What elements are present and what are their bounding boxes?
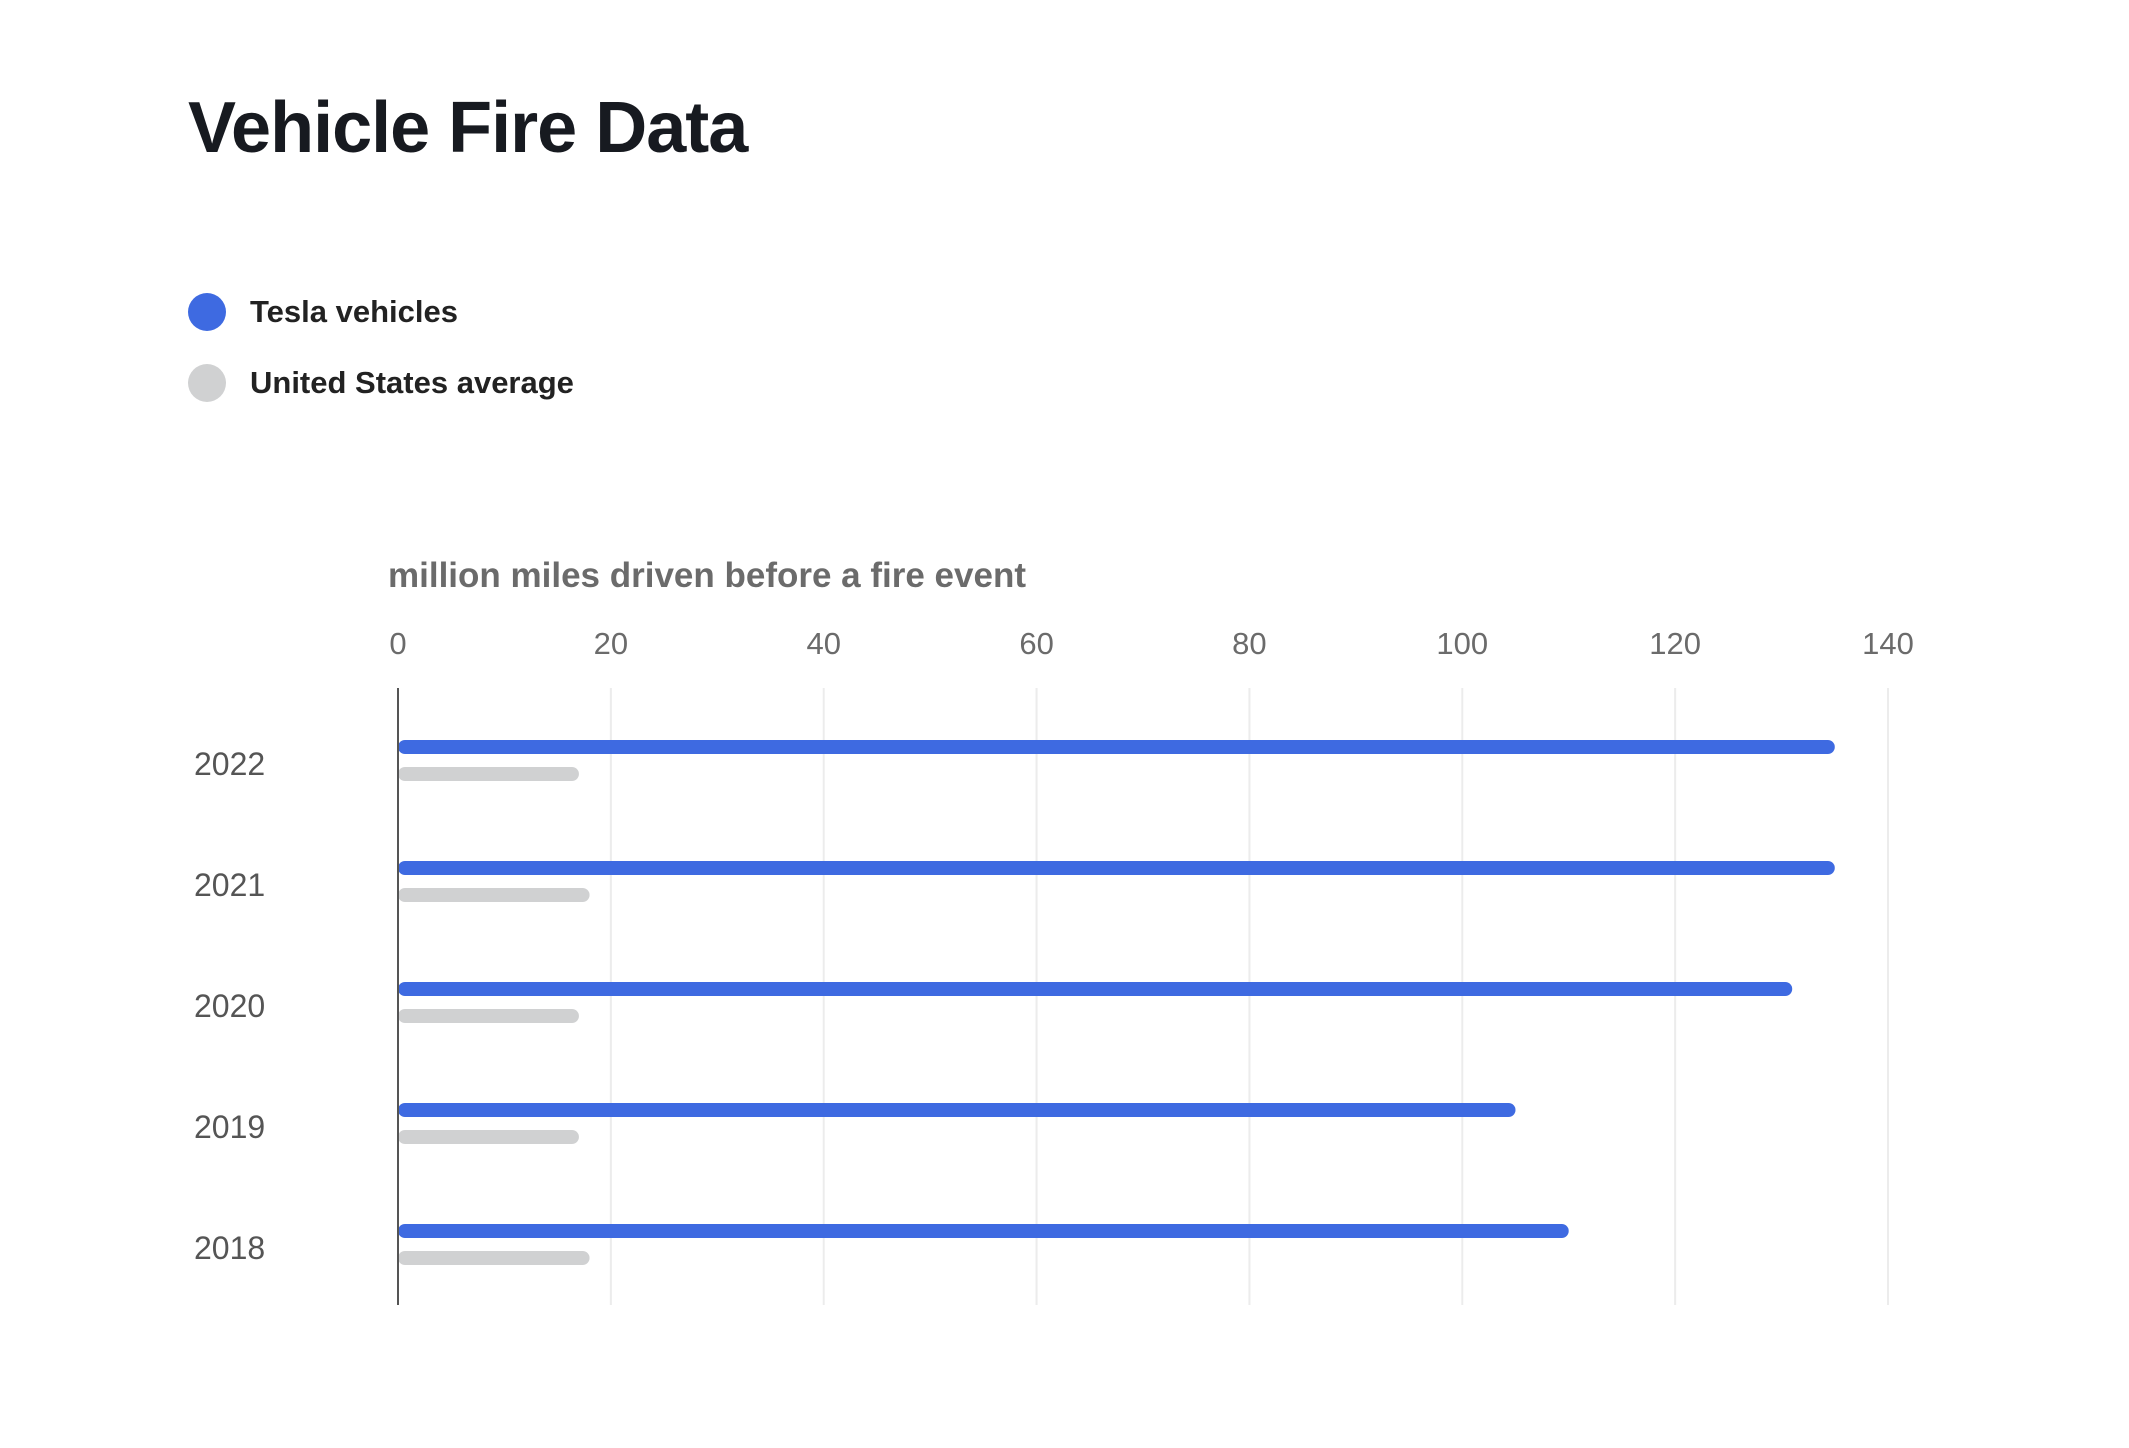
bar-tesla-vehicles-2018: [398, 1224, 1569, 1238]
x-tick-label-40: 40: [806, 626, 840, 661]
x-tick-label-60: 60: [1019, 626, 1053, 661]
x-tick-label-20: 20: [594, 626, 628, 661]
y-tick-label-2020: 2020: [194, 988, 265, 1024]
bar-tesla-vehicles-2020: [398, 982, 1793, 996]
legend-swatch-us-average: [188, 364, 226, 402]
y-tick-label-2019: 2019: [194, 1109, 265, 1145]
legend-label-tesla: Tesla vehicles: [250, 294, 458, 329]
bar-united-states-average-2020: [398, 1009, 579, 1023]
y-tick-label-2022: 2022: [194, 746, 265, 782]
x-tick-label-140: 140: [1862, 626, 1914, 661]
bar-tesla-vehicles-2019: [398, 1103, 1516, 1117]
legend-item-us-average: United States average: [188, 363, 574, 403]
bar-united-states-average-2021: [398, 888, 590, 902]
bar-united-states-average-2018: [398, 1251, 590, 1265]
x-axis-label: million miles driven before a fire event: [388, 556, 1026, 595]
y-tick-label-2018: 2018: [194, 1230, 265, 1266]
legend-swatch-tesla: [188, 293, 226, 331]
legend-item-tesla: Tesla vehicles: [188, 292, 574, 332]
bar-tesla-vehicles-2022: [398, 740, 1835, 754]
legend-label-us-average: United States average: [250, 365, 574, 400]
x-tick-label-80: 80: [1232, 626, 1266, 661]
bar-united-states-average-2022: [398, 767, 579, 781]
x-tick-label-0: 0: [389, 626, 406, 661]
bar-tesla-vehicles-2021: [398, 861, 1835, 875]
chart-legend: Tesla vehicles United States average: [188, 292, 574, 434]
chart-title: Vehicle Fire Data: [188, 88, 748, 168]
x-tick-label-120: 120: [1649, 626, 1701, 661]
bar-united-states-average-2019: [398, 1130, 579, 1144]
y-tick-label-2021: 2021: [194, 867, 265, 903]
x-tick-label-100: 100: [1436, 626, 1488, 661]
